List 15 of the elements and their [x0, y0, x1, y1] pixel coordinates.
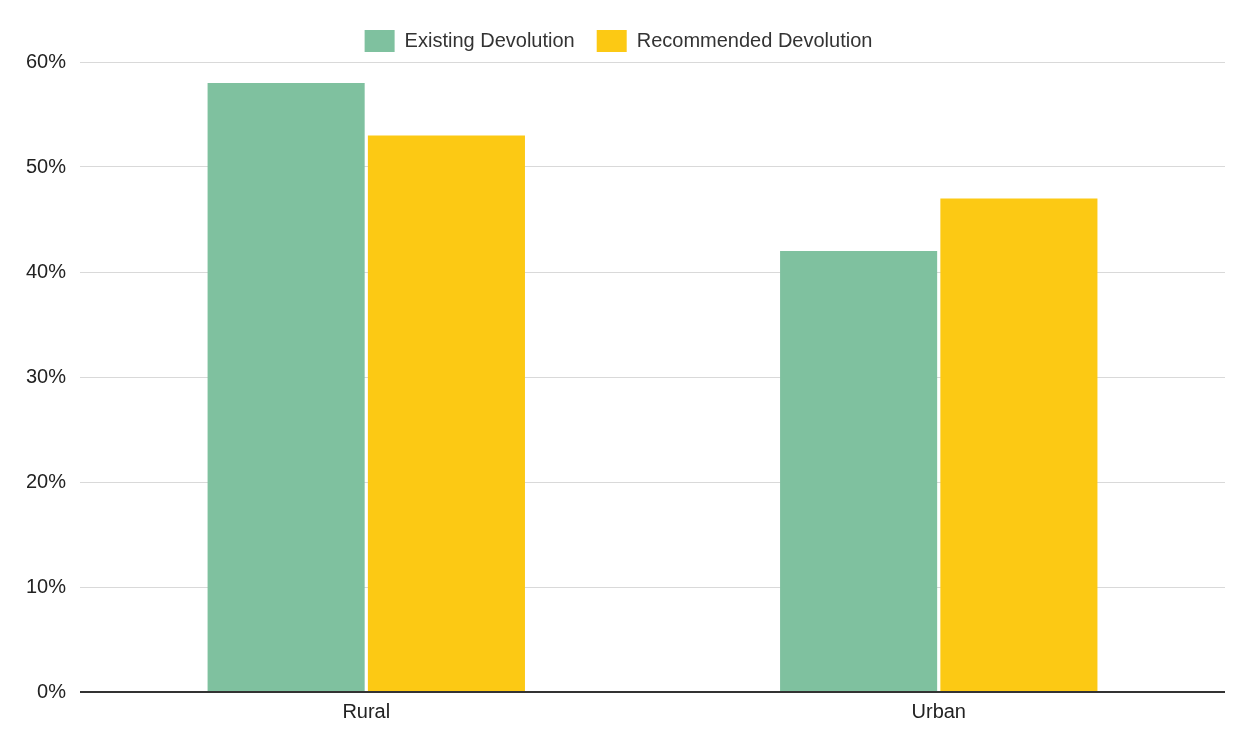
y-tick-label: 0% [37, 679, 67, 702]
y-tick-label: 40% [26, 259, 67, 282]
y-tick-label: 30% [26, 364, 67, 387]
x-tick-label: Rural [342, 699, 391, 722]
x-tick-label: Urban [911, 699, 966, 722]
bar [207, 83, 365, 691]
legend-label: Existing Devolution [404, 28, 575, 51]
bar [780, 251, 938, 691]
y-tick-label: 50% [26, 154, 67, 177]
y-tick-label: 10% [26, 574, 67, 597]
y-tick-label: 60% [26, 49, 67, 72]
legend-label: Recommended Devolution [636, 28, 873, 51]
bar [367, 135, 525, 691]
y-tick-label: 20% [26, 469, 67, 492]
bar [940, 198, 1098, 691]
